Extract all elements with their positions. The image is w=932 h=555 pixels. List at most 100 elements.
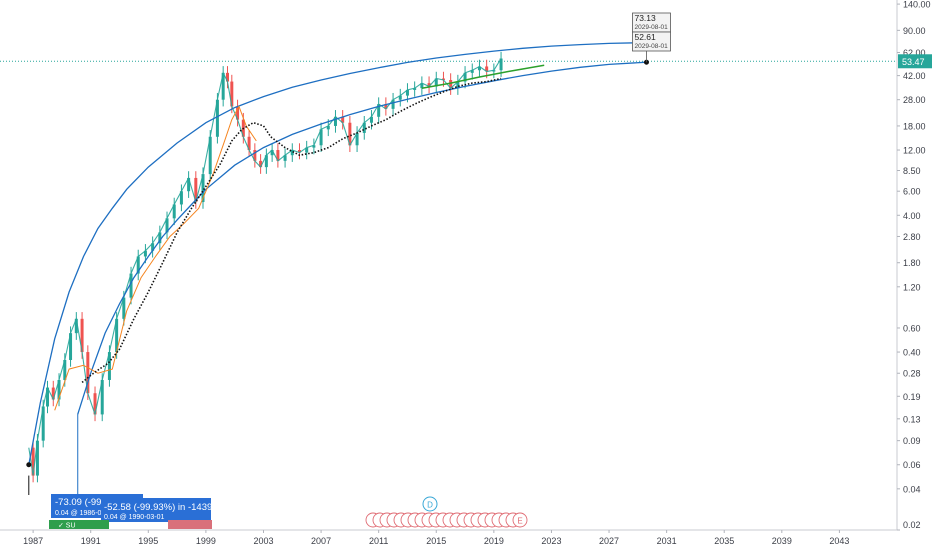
price-candle (259, 160, 263, 168)
y-tick-label: 0.60 (903, 323, 921, 333)
green-tag-label: ✓ SU (58, 523, 76, 530)
price-candle (362, 122, 366, 133)
price-candle (63, 359, 67, 380)
price-candle (499, 58, 503, 71)
price-candle (477, 66, 481, 71)
price-candle (326, 125, 330, 130)
price-candle (355, 132, 359, 146)
price-candle (377, 104, 381, 117)
price-line (28, 58, 502, 476)
earnings-marker-label: E (517, 517, 522, 526)
y-tick-label: 4.00 (903, 211, 921, 221)
price-candle (369, 116, 373, 123)
price-candle (74, 318, 78, 334)
arc-date-text: 2029-08-01 (634, 43, 668, 50)
slow-ma-line (81, 77, 502, 384)
price-candle (427, 83, 431, 87)
arc-value-text: 52.61 (634, 32, 656, 42)
price-candle (253, 150, 257, 161)
y-tick-label: 0.13 (903, 414, 921, 424)
y-tick-label: 6.00 (903, 187, 921, 197)
price-candle (208, 136, 212, 175)
price-candle (80, 318, 84, 353)
price-candle (100, 379, 104, 415)
price-candle (35, 440, 39, 476)
price-candle (420, 83, 424, 89)
price-candle (201, 174, 205, 203)
y-tick-label: 90.00 (903, 26, 926, 36)
price-candle (297, 150, 301, 153)
y-tick-label: 62.00 (903, 48, 926, 58)
y-tick-label: 0.28 (903, 369, 921, 379)
measure-2-box (101, 498, 211, 522)
last-price-badge (898, 54, 932, 69)
x-tick-label: 2031 (657, 536, 677, 546)
price-candle (492, 70, 496, 72)
price-candle (341, 116, 345, 123)
price-candle (305, 147, 309, 153)
green-tag (49, 520, 109, 529)
upper-arc-line (28, 42, 647, 465)
price-candle (247, 136, 251, 151)
price-candle (391, 99, 395, 109)
price-candle (129, 273, 133, 298)
measure-2-sub: 0.04 @ 1990-03-01 (104, 514, 165, 521)
price-candle (434, 78, 438, 87)
x-tick-label: 1999 (196, 536, 216, 546)
arc-date-text: 2029-08-01 (634, 24, 668, 31)
price-candle (348, 122, 352, 146)
price-candle (441, 78, 445, 81)
price-candle (290, 150, 294, 156)
y-tick-label: 0.40 (903, 348, 921, 358)
price-candle (51, 387, 55, 400)
red-tag (168, 520, 212, 529)
price-candle (172, 204, 176, 219)
series-layer (28, 42, 647, 483)
price-candle (319, 129, 323, 146)
x-tick-label: 2007 (311, 536, 331, 546)
price-candle (333, 116, 337, 126)
y-tick-label: 18.00 (903, 121, 926, 131)
price-candle (276, 150, 280, 161)
x-tick-label: 2035 (714, 536, 734, 546)
measure-2-text: -52.58 (-99.93%) in -14398d (104, 502, 223, 513)
y-tick-label: 0.06 (903, 460, 921, 470)
price-candle (46, 387, 50, 407)
price-candle (225, 72, 229, 82)
y-tick-label: 0.19 (903, 392, 921, 402)
y-tick-label: 0.02 (903, 520, 921, 530)
price-candle (194, 177, 198, 203)
price-candle (187, 177, 191, 192)
price-candle (236, 106, 240, 120)
y-tick-label: 0.09 (903, 436, 921, 446)
y-tick-label: 28.00 (903, 95, 926, 105)
y-tick-label: 2.80 (903, 232, 921, 242)
price-candle (136, 256, 140, 274)
price-candle (264, 155, 268, 168)
arc-value-box (632, 31, 671, 52)
x-tick-label: 1991 (81, 536, 101, 546)
price-candle (312, 145, 316, 148)
x-tick-label: 2019 (484, 536, 504, 546)
fast-ma-line (54, 105, 257, 411)
x-tick-label: 2039 (772, 536, 792, 546)
measure-1-sub: 0.04 @ 1986-09 (55, 510, 105, 517)
price-candle (398, 95, 402, 100)
y-tick-label: 1.80 (903, 258, 921, 268)
y-tick-label: 8.50 (903, 166, 921, 176)
earnings-marker (512, 512, 528, 528)
x-tick-label: 1987 (23, 536, 43, 546)
price-candle (179, 191, 183, 205)
price-candle (31, 447, 35, 476)
trend-line (421, 64, 545, 89)
price-candle (115, 318, 119, 353)
last-price-label: 53.47 (902, 57, 925, 67)
price-candle (283, 155, 287, 161)
x-tick-label: 2011 (369, 536, 388, 546)
price-candle (143, 250, 147, 257)
price-candle (69, 333, 73, 360)
